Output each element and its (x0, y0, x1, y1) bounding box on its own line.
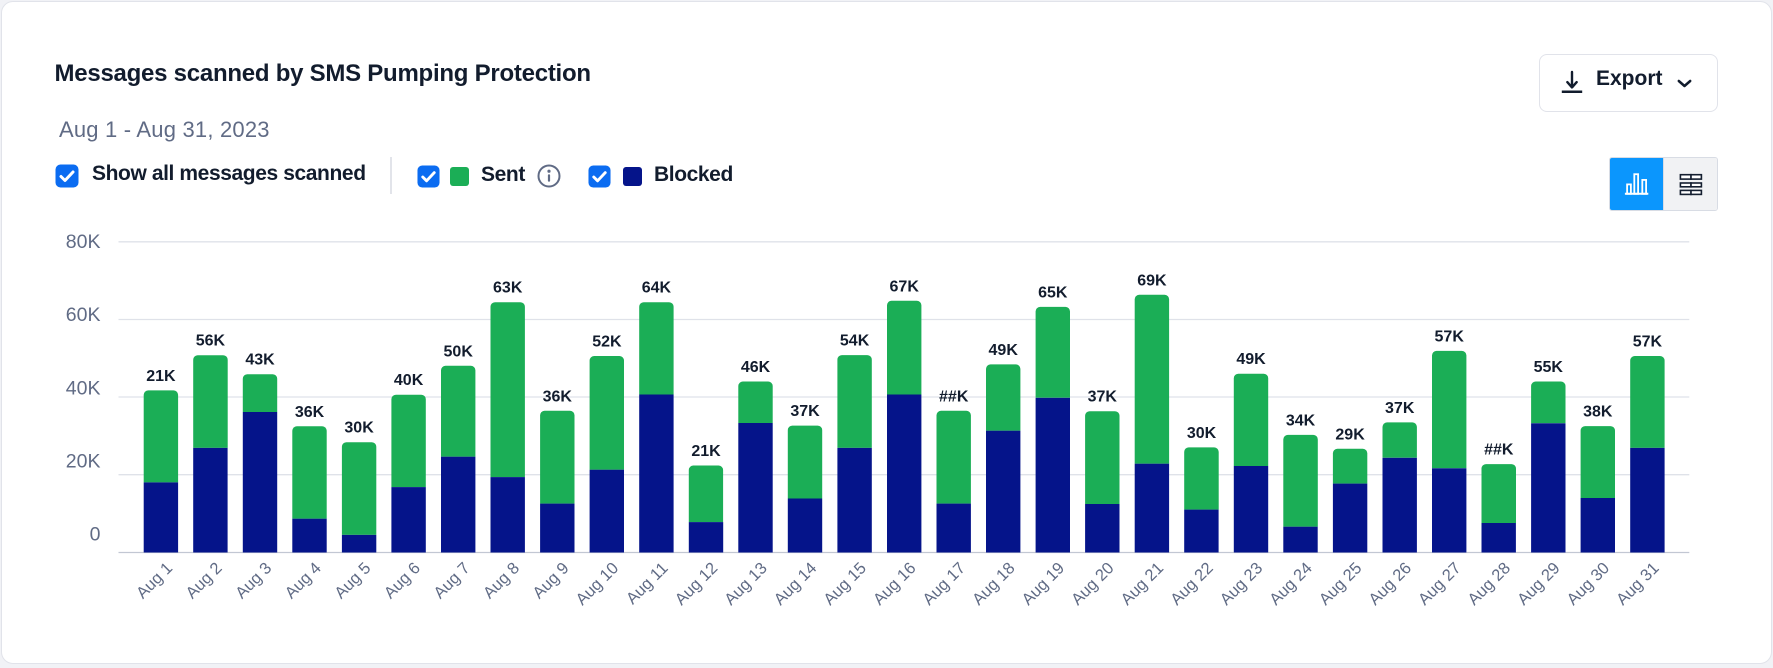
svg-text:Aug 3: Aug 3 (232, 559, 275, 602)
svg-text:55K: 55K (1534, 359, 1564, 376)
svg-text:Aug 4: Aug 4 (282, 559, 325, 602)
svg-text:57K: 57K (1633, 334, 1663, 351)
svg-text:Aug 2: Aug 2 (183, 559, 226, 602)
svg-text:Aug 18: Aug 18 (969, 559, 1019, 609)
svg-text:40K: 40K (66, 378, 101, 400)
svg-text:34K: 34K (1286, 412, 1316, 429)
svg-text:Aug 31: Aug 31 (1613, 559, 1663, 609)
svg-text:Aug 12: Aug 12 (672, 559, 722, 609)
svg-text:60K: 60K (66, 304, 101, 326)
svg-text:80K: 80K (66, 231, 101, 253)
svg-text:63K: 63K (493, 280, 523, 297)
svg-text:37K: 37K (790, 403, 820, 420)
svg-text:Aug 17: Aug 17 (919, 559, 969, 609)
svg-text:Aug 16: Aug 16 (870, 559, 920, 609)
svg-text:30K: 30K (1187, 425, 1217, 442)
svg-text:49K: 49K (989, 342, 1019, 359)
svg-text:49K: 49K (1236, 351, 1266, 368)
svg-text:Aug 6: Aug 6 (381, 559, 424, 602)
svg-text:69K: 69K (1137, 272, 1167, 289)
svg-text:Aug 14: Aug 14 (771, 559, 821, 609)
svg-text:Aug 29: Aug 29 (1514, 559, 1564, 609)
svg-text:38K: 38K (1583, 404, 1613, 421)
svg-text:Aug 19: Aug 19 (1018, 559, 1068, 609)
svg-text:Aug 23: Aug 23 (1217, 559, 1267, 609)
svg-text:Aug 30: Aug 30 (1563, 559, 1613, 609)
svg-text:29K: 29K (1335, 426, 1365, 443)
svg-text:Aug 7: Aug 7 (430, 559, 473, 602)
svg-text:64K: 64K (642, 280, 672, 297)
svg-text:21K: 21K (146, 368, 176, 385)
svg-text:43K: 43K (245, 352, 275, 369)
svg-text:Aug 25: Aug 25 (1316, 559, 1366, 609)
svg-text:65K: 65K (1038, 284, 1068, 301)
svg-text:67K: 67K (890, 278, 920, 295)
svg-text:57K: 57K (1435, 328, 1465, 345)
svg-text:Aug 22: Aug 22 (1167, 559, 1217, 609)
svg-text:36K: 36K (543, 388, 573, 405)
svg-text:54K: 54K (840, 333, 870, 350)
svg-text:Aug 27: Aug 27 (1415, 559, 1465, 609)
svg-text:Aug 9: Aug 9 (529, 559, 572, 602)
svg-text:46K: 46K (741, 359, 771, 376)
svg-text:Aug 10: Aug 10 (573, 559, 623, 609)
svg-text:20K: 20K (66, 451, 101, 473)
svg-text:21K: 21K (691, 443, 721, 460)
svg-text:Aug 1: Aug 1 (133, 559, 176, 602)
svg-text:Aug 13: Aug 13 (721, 559, 771, 609)
svg-text:Aug 28: Aug 28 (1464, 559, 1514, 609)
svg-text:56K: 56K (196, 333, 226, 350)
svg-text:Aug 8: Aug 8 (480, 559, 523, 602)
svg-text:Aug 15: Aug 15 (820, 559, 870, 609)
svg-text:##K: ##K (939, 388, 969, 405)
svg-text:50K: 50K (444, 343, 474, 360)
svg-text:37K: 37K (1385, 400, 1415, 417)
svg-text:40K: 40K (394, 372, 424, 389)
svg-text:Aug 21: Aug 21 (1118, 559, 1168, 609)
svg-text:36K: 36K (295, 404, 325, 421)
svg-text:37K: 37K (1088, 389, 1118, 406)
svg-text:Aug 26: Aug 26 (1365, 559, 1415, 609)
svg-text:52K: 52K (592, 334, 622, 351)
svg-text:Aug 24: Aug 24 (1266, 559, 1316, 609)
svg-text:0: 0 (90, 524, 101, 546)
svg-text:30K: 30K (344, 420, 374, 437)
svg-text:Aug 20: Aug 20 (1068, 559, 1118, 609)
svg-text:##K: ##K (1484, 442, 1514, 459)
svg-text:Aug 5: Aug 5 (331, 559, 374, 602)
svg-text:Aug 11: Aug 11 (623, 559, 672, 608)
